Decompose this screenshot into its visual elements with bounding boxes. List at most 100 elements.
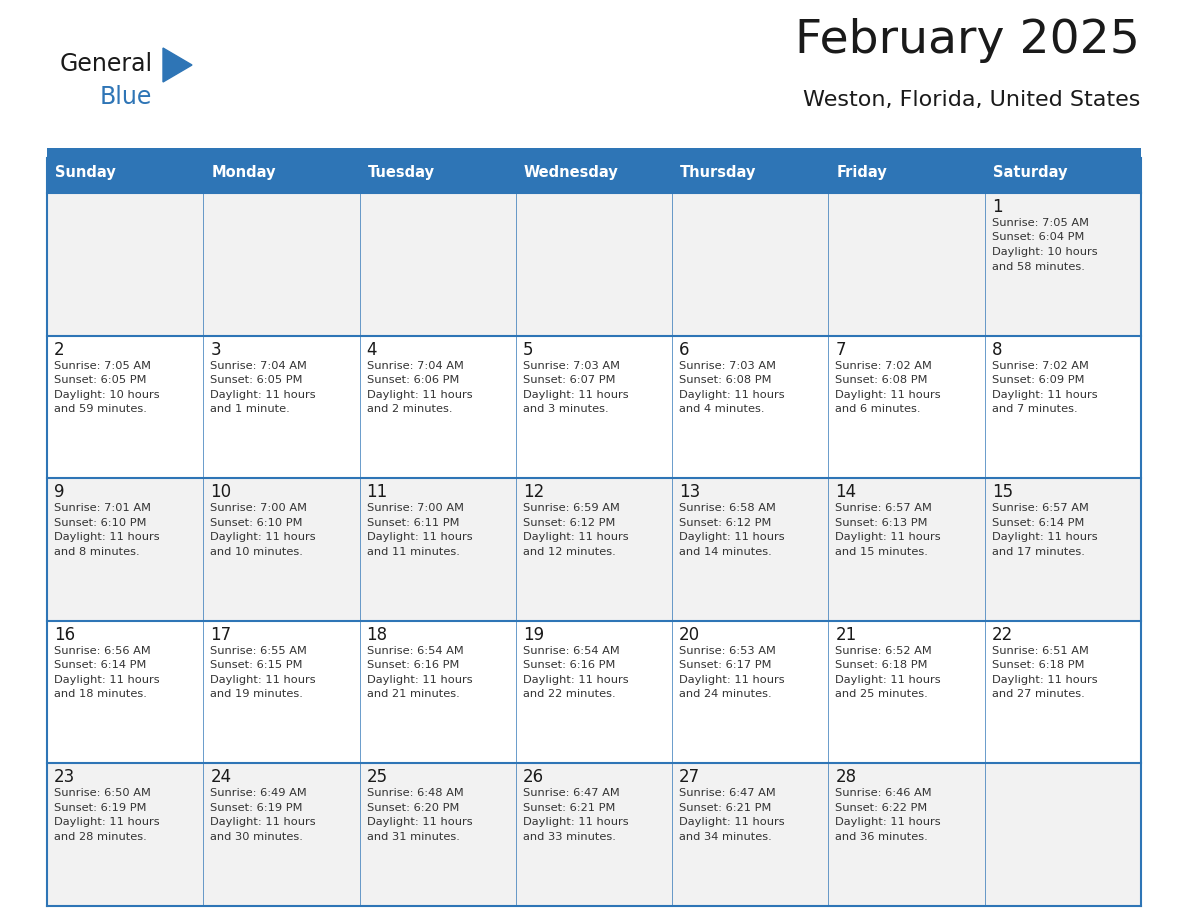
Text: Tuesday: Tuesday (367, 165, 435, 180)
Text: and 1 minute.: and 1 minute. (210, 404, 290, 414)
Text: Sunrise: 6:54 AM: Sunrise: 6:54 AM (367, 645, 463, 655)
Text: 28: 28 (835, 768, 857, 787)
Bar (48, 148, 1140, 158)
Text: and 27 minutes.: and 27 minutes. (992, 689, 1085, 700)
Text: Wednesday: Wednesday (524, 165, 619, 180)
Text: and 21 minutes.: and 21 minutes. (367, 689, 460, 700)
Text: 12: 12 (523, 483, 544, 501)
Text: Daylight: 11 hours: Daylight: 11 hours (992, 532, 1098, 543)
Text: Sunset: 6:20 PM: Sunset: 6:20 PM (367, 803, 459, 813)
Text: 22: 22 (992, 626, 1013, 644)
Text: Sunrise: 6:47 AM: Sunrise: 6:47 AM (680, 789, 776, 799)
Text: Daylight: 11 hours: Daylight: 11 hours (210, 532, 316, 543)
Text: Sunrise: 7:03 AM: Sunrise: 7:03 AM (523, 361, 620, 371)
Text: Daylight: 11 hours: Daylight: 11 hours (53, 817, 159, 827)
Text: and 17 minutes.: and 17 minutes. (992, 547, 1085, 556)
Text: and 7 minutes.: and 7 minutes. (992, 404, 1078, 414)
Text: Sunrise: 6:55 AM: Sunrise: 6:55 AM (210, 645, 308, 655)
Text: Sunset: 6:13 PM: Sunset: 6:13 PM (835, 518, 928, 528)
Text: Sunset: 6:08 PM: Sunset: 6:08 PM (835, 375, 928, 385)
Text: Sunrise: 7:04 AM: Sunrise: 7:04 AM (367, 361, 463, 371)
Text: Daylight: 11 hours: Daylight: 11 hours (53, 532, 159, 543)
Text: Sunrise: 6:50 AM: Sunrise: 6:50 AM (53, 789, 151, 799)
Text: Daylight: 11 hours: Daylight: 11 hours (835, 532, 941, 543)
Text: Daylight: 11 hours: Daylight: 11 hours (680, 675, 785, 685)
Bar (48, 336, 1140, 478)
Text: Sunset: 6:09 PM: Sunset: 6:09 PM (992, 375, 1085, 385)
Text: Daylight: 11 hours: Daylight: 11 hours (53, 675, 159, 685)
Text: Daylight: 11 hours: Daylight: 11 hours (523, 817, 628, 827)
Text: and 36 minutes.: and 36 minutes. (835, 832, 928, 842)
Text: Sunset: 6:04 PM: Sunset: 6:04 PM (992, 232, 1085, 242)
Text: Daylight: 11 hours: Daylight: 11 hours (523, 532, 628, 543)
Text: Sunset: 6:19 PM: Sunset: 6:19 PM (210, 803, 303, 813)
Text: Sunset: 6:14 PM: Sunset: 6:14 PM (992, 518, 1085, 528)
Text: Sunset: 6:12 PM: Sunset: 6:12 PM (680, 518, 771, 528)
Text: and 14 minutes.: and 14 minutes. (680, 547, 772, 556)
Text: and 22 minutes.: and 22 minutes. (523, 689, 615, 700)
Text: Sunrise: 6:57 AM: Sunrise: 6:57 AM (835, 503, 933, 513)
Text: Sunrise: 6:57 AM: Sunrise: 6:57 AM (992, 503, 1088, 513)
Text: Sunrise: 7:04 AM: Sunrise: 7:04 AM (210, 361, 308, 371)
Text: Sunset: 6:10 PM: Sunset: 6:10 PM (210, 518, 303, 528)
Text: and 11 minutes.: and 11 minutes. (367, 547, 460, 556)
Text: 3: 3 (210, 341, 221, 359)
Text: Sunrise: 6:59 AM: Sunrise: 6:59 AM (523, 503, 620, 513)
Text: 19: 19 (523, 626, 544, 644)
Text: Blue: Blue (100, 85, 152, 109)
Text: 23: 23 (53, 768, 75, 787)
Text: Sunset: 6:12 PM: Sunset: 6:12 PM (523, 518, 615, 528)
Text: Daylight: 11 hours: Daylight: 11 hours (210, 675, 316, 685)
Text: Sunset: 6:06 PM: Sunset: 6:06 PM (367, 375, 459, 385)
Bar (48, 478, 1140, 621)
Text: Sunset: 6:05 PM: Sunset: 6:05 PM (53, 375, 146, 385)
Text: Sunset: 6:11 PM: Sunset: 6:11 PM (367, 518, 459, 528)
Text: Daylight: 11 hours: Daylight: 11 hours (210, 389, 316, 399)
Text: Sunrise: 7:03 AM: Sunrise: 7:03 AM (680, 361, 776, 371)
Text: 27: 27 (680, 768, 700, 787)
Text: and 8 minutes.: and 8 minutes. (53, 547, 140, 556)
Text: and 12 minutes.: and 12 minutes. (523, 547, 615, 556)
Text: Sunrise: 6:54 AM: Sunrise: 6:54 AM (523, 645, 620, 655)
Text: Sunrise: 6:56 AM: Sunrise: 6:56 AM (53, 645, 151, 655)
Text: 4: 4 (367, 341, 377, 359)
Bar (48, 193, 1140, 336)
Text: Sunset: 6:19 PM: Sunset: 6:19 PM (53, 803, 146, 813)
Text: 2: 2 (53, 341, 64, 359)
Text: Daylight: 11 hours: Daylight: 11 hours (210, 817, 316, 827)
Text: and 25 minutes.: and 25 minutes. (835, 689, 928, 700)
Text: 25: 25 (367, 768, 387, 787)
Text: Sunset: 6:17 PM: Sunset: 6:17 PM (680, 660, 772, 670)
Text: Sunset: 6:21 PM: Sunset: 6:21 PM (680, 803, 771, 813)
Text: 9: 9 (53, 483, 64, 501)
Text: Daylight: 11 hours: Daylight: 11 hours (835, 817, 941, 827)
Text: Sunrise: 6:53 AM: Sunrise: 6:53 AM (680, 645, 776, 655)
Text: 26: 26 (523, 768, 544, 787)
Text: Daylight: 11 hours: Daylight: 11 hours (680, 532, 785, 543)
Text: Daylight: 11 hours: Daylight: 11 hours (835, 675, 941, 685)
Text: and 6 minutes.: and 6 minutes. (835, 404, 921, 414)
Text: Daylight: 11 hours: Daylight: 11 hours (835, 389, 941, 399)
Text: and 3 minutes.: and 3 minutes. (523, 404, 608, 414)
Text: Sunset: 6:15 PM: Sunset: 6:15 PM (210, 660, 303, 670)
Text: 17: 17 (210, 626, 232, 644)
Text: Sunday: Sunday (55, 165, 115, 180)
Text: 13: 13 (680, 483, 701, 501)
Text: Daylight: 11 hours: Daylight: 11 hours (680, 389, 785, 399)
Text: 24: 24 (210, 768, 232, 787)
Text: 5: 5 (523, 341, 533, 359)
Text: 8: 8 (992, 341, 1003, 359)
Text: Sunrise: 6:52 AM: Sunrise: 6:52 AM (835, 645, 933, 655)
Text: Sunset: 6:18 PM: Sunset: 6:18 PM (835, 660, 928, 670)
Text: and 4 minutes.: and 4 minutes. (680, 404, 765, 414)
Text: Sunrise: 7:00 AM: Sunrise: 7:00 AM (367, 503, 463, 513)
Text: Sunset: 6:16 PM: Sunset: 6:16 PM (367, 660, 459, 670)
Text: and 24 minutes.: and 24 minutes. (680, 689, 772, 700)
Text: and 28 minutes.: and 28 minutes. (53, 832, 147, 842)
Text: Sunrise: 7:00 AM: Sunrise: 7:00 AM (210, 503, 308, 513)
Text: Daylight: 11 hours: Daylight: 11 hours (523, 389, 628, 399)
Text: Sunrise: 6:47 AM: Sunrise: 6:47 AM (523, 789, 620, 799)
Text: Daylight: 11 hours: Daylight: 11 hours (680, 817, 785, 827)
Text: Sunrise: 7:02 AM: Sunrise: 7:02 AM (992, 361, 1088, 371)
Text: Sunset: 6:08 PM: Sunset: 6:08 PM (680, 375, 772, 385)
